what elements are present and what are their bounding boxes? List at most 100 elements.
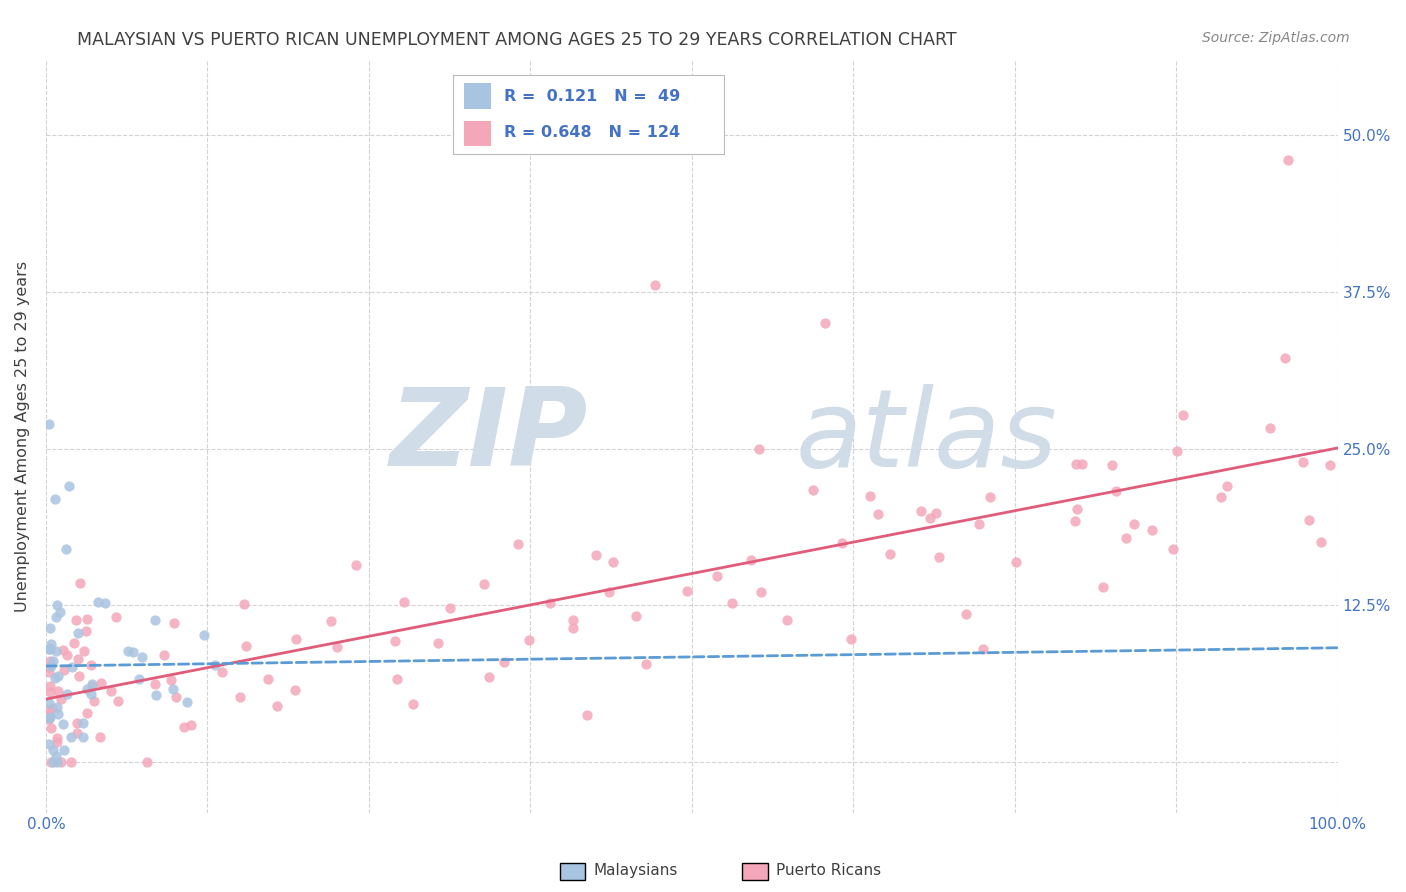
Point <box>211 665 233 680</box>
Point <box>60 731 83 745</box>
Point <box>67 625 90 640</box>
Point <box>44 491 66 506</box>
Point <box>46 735 69 749</box>
Point <box>1064 514 1087 528</box>
Point <box>46 706 69 721</box>
Point <box>38 641 60 656</box>
Point <box>165 690 187 704</box>
Point <box>67 652 90 666</box>
Point <box>1309 535 1331 549</box>
Point <box>928 549 950 564</box>
Point <box>1005 555 1028 569</box>
Point <box>39 659 62 673</box>
Point <box>38 679 60 693</box>
Point <box>38 660 60 674</box>
Point <box>52 717 75 731</box>
Point <box>1209 490 1232 504</box>
Point <box>76 706 98 720</box>
Point <box>41 701 63 715</box>
Text: ZIP: ZIP <box>389 383 589 489</box>
Point <box>38 665 60 679</box>
Point <box>38 684 60 698</box>
Point <box>266 698 288 713</box>
Point <box>90 676 112 690</box>
Point <box>69 576 91 591</box>
Point <box>1066 501 1088 516</box>
Point <box>39 756 62 770</box>
Text: Malaysians: Malaysians <box>593 863 678 878</box>
Point <box>506 537 529 551</box>
Point <box>72 644 94 658</box>
Point <box>776 613 799 627</box>
Point <box>1258 421 1281 435</box>
Point <box>45 731 67 746</box>
Point <box>920 511 942 525</box>
Point <box>65 613 87 627</box>
Point <box>38 417 60 431</box>
Point <box>384 634 406 648</box>
Point <box>472 577 495 591</box>
Point <box>1123 517 1146 532</box>
Point <box>72 730 94 744</box>
Point <box>1319 458 1341 472</box>
Point <box>229 690 252 705</box>
Point <box>401 697 423 711</box>
Point <box>135 756 157 770</box>
Point <box>80 687 103 701</box>
Point <box>117 644 139 658</box>
Point <box>979 491 1001 505</box>
Point <box>163 615 186 630</box>
Point <box>79 658 101 673</box>
Point <box>478 670 501 684</box>
Point <box>66 726 89 740</box>
Point <box>1105 484 1128 499</box>
Point <box>60 660 83 674</box>
Text: Puerto Ricans: Puerto Ricans <box>776 863 882 878</box>
Point <box>1070 457 1092 471</box>
Point <box>967 516 990 531</box>
Point <box>426 636 449 650</box>
Point <box>706 569 728 583</box>
Point <box>972 642 994 657</box>
Point <box>94 596 117 610</box>
Point <box>344 558 367 572</box>
Point <box>83 694 105 708</box>
Y-axis label: Unemployment Among Ages 25 to 29 years: Unemployment Among Ages 25 to 29 years <box>15 260 30 612</box>
Point <box>42 654 65 668</box>
Point <box>76 682 98 697</box>
Point <box>492 655 515 669</box>
Point <box>42 743 65 757</box>
Point <box>1091 580 1114 594</box>
Point <box>866 507 889 521</box>
Point <box>392 595 415 609</box>
Point <box>814 316 837 330</box>
Point <box>1173 408 1195 422</box>
Point <box>39 710 62 724</box>
Point <box>1066 457 1088 471</box>
Point <box>561 621 583 635</box>
Point <box>319 614 342 628</box>
Point <box>38 642 60 657</box>
Point <box>53 663 76 677</box>
Point <box>585 548 607 562</box>
Point <box>180 718 202 732</box>
Point <box>160 673 183 687</box>
Point <box>46 699 69 714</box>
Point <box>46 669 69 683</box>
Point <box>39 654 62 668</box>
Point <box>748 442 770 457</box>
Point <box>49 691 72 706</box>
Point <box>38 621 60 635</box>
Point <box>1161 542 1184 557</box>
Point <box>232 597 254 611</box>
Point <box>100 684 122 698</box>
Point <box>49 756 72 770</box>
Point <box>538 596 561 610</box>
Point <box>38 712 60 726</box>
Point <box>602 555 624 569</box>
Point <box>575 707 598 722</box>
Point <box>82 679 104 693</box>
Point <box>46 683 69 698</box>
Point <box>561 613 583 627</box>
Point <box>925 507 948 521</box>
